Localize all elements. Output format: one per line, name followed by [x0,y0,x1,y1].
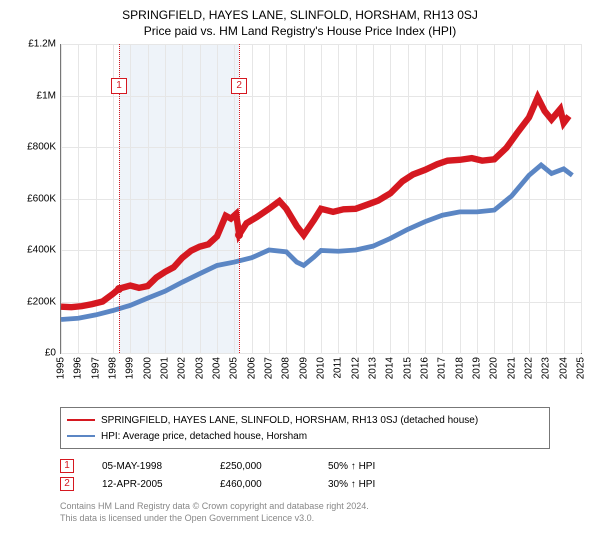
x-tick-label: 1999 [125,357,136,379]
footer-line: Contains HM Land Registry data © Crown c… [60,501,550,513]
event-number-box: 2 [231,78,247,94]
event-date: 12-APR-2005 [102,479,192,490]
x-tick-label: 2017 [437,357,448,379]
legend-label-hpi: HPI: Average price, detached house, Hors… [101,431,307,442]
x-tick-label: 2001 [160,357,171,379]
attribution-footer: Contains HM Land Registry data © Crown c… [60,501,550,524]
event-price: £460,000 [220,479,300,490]
events-table: 1 05-MAY-1998 £250,000 50% ↑ HPI 2 12-AP… [60,457,550,493]
event-marker-1: 1 [60,459,74,473]
x-tick-label: 2012 [350,357,361,379]
x-tick-label: 1997 [90,357,101,379]
event-price: £250,000 [220,461,300,472]
series-line-hpi [61,165,572,320]
y-tick-label: £600K [27,193,56,204]
x-tick-label: 2021 [506,357,517,379]
x-tick-label: 2009 [298,357,309,379]
y-tick-label: £1M [37,90,56,101]
footer-line: This data is licensed under the Open Gov… [60,513,550,525]
event-number-box: 1 [111,78,127,94]
legend-label-property: SPRINGFIELD, HAYES LANE, SLINFOLD, HORSH… [101,415,478,426]
chart-title-main: SPRINGFIELD, HAYES LANE, SLINFOLD, HORSH… [10,8,590,22]
event-point-marker [235,231,243,239]
legend-row-hpi: HPI: Average price, detached house, Hors… [67,428,543,444]
x-tick-label: 2004 [212,357,223,379]
x-tick-label: 2014 [385,357,396,379]
x-tick-label: 2024 [558,357,569,379]
event-delta: 30% ↑ HPI [328,479,375,490]
x-tick-label: 2019 [472,357,483,379]
x-tick-label: 2003 [194,357,205,379]
event-delta: 50% ↑ HPI [328,461,375,472]
x-tick-label: 1998 [108,357,119,379]
event-marker-2: 2 [60,477,74,491]
event-date: 05-MAY-1998 [102,461,192,472]
x-tick-label: 2015 [402,357,413,379]
x-tick-label: 2023 [541,357,552,379]
x-tick-label: 1995 [56,357,67,379]
x-tick-label: 2007 [264,357,275,379]
x-tick-label: 2018 [454,357,465,379]
legend-box: SPRINGFIELD, HAYES LANE, SLINFOLD, HORSH… [60,407,550,449]
x-tick-label: 2005 [229,357,240,379]
x-tick-label: 2022 [524,357,535,379]
y-tick-label: £200K [27,296,56,307]
x-tick-label: 2025 [576,357,587,379]
x-tick-label: 2008 [281,357,292,379]
legend-row-property: SPRINGFIELD, HAYES LANE, SLINFOLD, HORSH… [67,412,543,428]
series-line-property [61,97,569,307]
legend-swatch-property [67,419,95,421]
x-tick-label: 1996 [73,357,84,379]
chart-area: 1995 1996 1997 1998 1999 2000 2001 2002 2003 2004… [10,44,590,399]
x-tick-label: 2000 [142,357,153,379]
x-tick-label: 2020 [489,357,500,379]
x-tick-label: 2016 [420,357,431,379]
y-tick-label: £800K [27,142,56,153]
x-tick-label: 2010 [316,357,327,379]
line-layer [61,44,581,353]
y-tick-label: £1.2M [28,39,56,50]
x-tick-label: 2011 [333,357,344,379]
event-point-marker [115,285,123,293]
y-tick-label: £0 [45,348,56,359]
chart-title-sub: Price paid vs. HM Land Registry's House … [10,24,590,38]
x-tick-label: 2002 [177,357,188,379]
event-row: 2 12-APR-2005 £460,000 30% ↑ HPI [60,475,550,493]
legend-swatch-hpi [67,435,95,437]
event-row: 1 05-MAY-1998 £250,000 50% ↑ HPI [60,457,550,475]
plot-region: 1995199619971998199920002001200220032004… [60,44,582,354]
x-tick-label: 2013 [368,357,379,379]
y-tick-label: £400K [27,245,56,256]
x-tick-label: 2006 [246,357,257,379]
